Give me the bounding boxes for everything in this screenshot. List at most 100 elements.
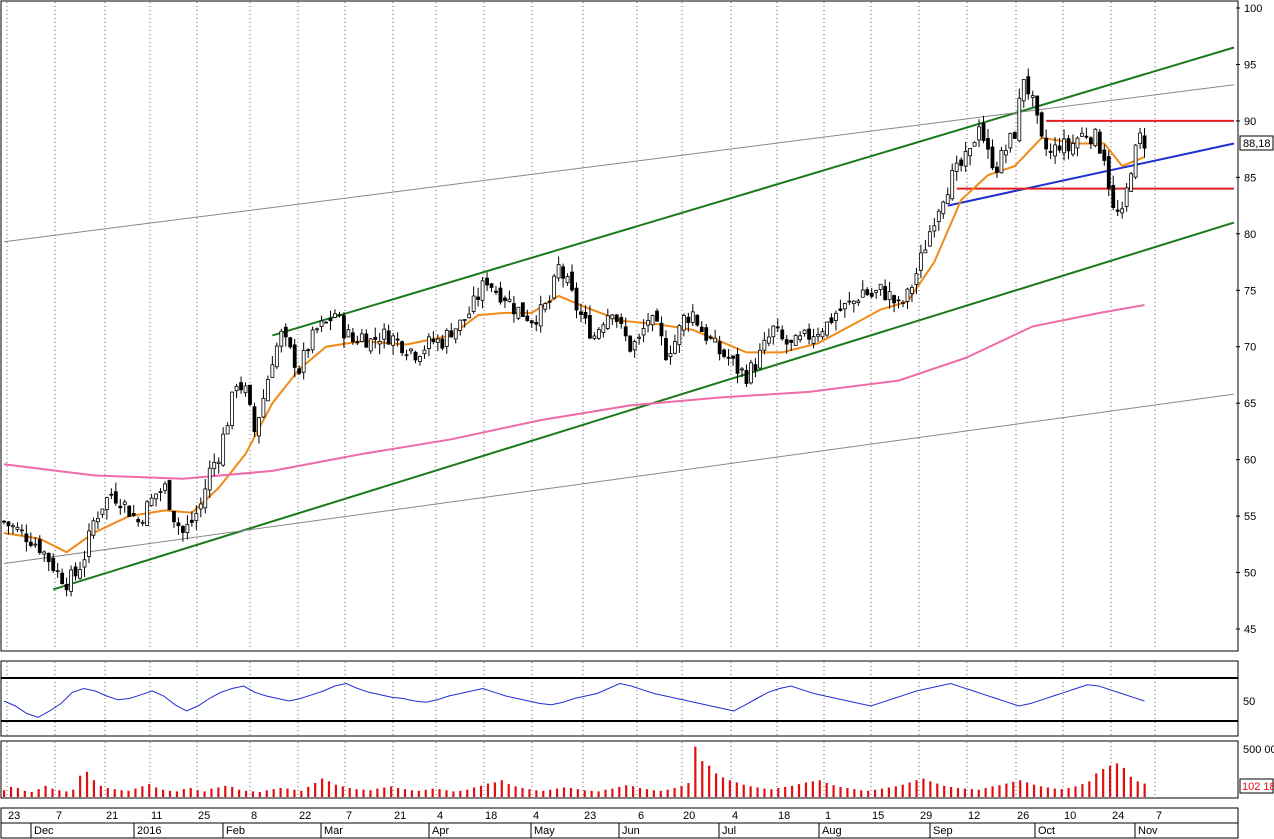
volume-bar: [334, 784, 337, 797]
candle-body: [722, 349, 727, 357]
volume-bar: [1019, 780, 1022, 797]
volume-bar: [231, 786, 234, 797]
day-label: 20: [683, 810, 695, 822]
volume-bar: [362, 789, 365, 797]
last-volume-label: 102 18: [1242, 781, 1274, 793]
candle-body: [467, 313, 472, 319]
volume-bar: [666, 789, 669, 797]
candle-body: [829, 317, 834, 324]
candle-body: [1124, 187, 1129, 207]
candle-body: [538, 304, 543, 327]
volume-bar: [583, 790, 586, 797]
volume-bar: [65, 791, 68, 797]
y-tick-label: 60: [1244, 455, 1256, 467]
candle-body: [588, 315, 592, 339]
candle-body: [901, 301, 905, 304]
candle-body: [324, 321, 328, 324]
candle-body: [51, 557, 56, 571]
volume-bar: [307, 786, 310, 797]
candle-body: [346, 329, 351, 338]
moving-average-line: [3, 304, 1145, 480]
candle-body: [825, 321, 829, 336]
candle-body: [543, 303, 548, 310]
candle-body: [328, 317, 333, 322]
volume-bar: [161, 789, 165, 797]
candle-body: [677, 325, 682, 346]
candle-body: [1026, 76, 1031, 95]
volume-bar: [632, 786, 635, 797]
candle-body: [731, 355, 735, 359]
candle-body: [1080, 132, 1084, 137]
volume-bar: [314, 783, 317, 797]
candle-body: [950, 169, 955, 200]
candle-body: [122, 501, 127, 505]
candle-body: [1003, 150, 1008, 156]
volume-bar: [1060, 789, 1063, 797]
day-label: 6: [638, 810, 644, 822]
candle-body: [140, 521, 145, 524]
candle-body: [373, 336, 378, 340]
candle-body: [847, 300, 852, 303]
volume-bar: [977, 789, 980, 797]
volume-bar: [943, 785, 946, 797]
volume-bar: [576, 789, 579, 797]
volume-bar: [286, 788, 289, 797]
day-label: 23: [584, 810, 596, 822]
candle-body: [659, 322, 664, 337]
volume-bar: [106, 788, 109, 797]
candle-body: [409, 348, 413, 352]
volume-bar: [92, 780, 96, 797]
candle-body: [306, 349, 311, 352]
candle-body: [650, 315, 655, 326]
day-label: 10: [1064, 810, 1076, 822]
volume-bar: [500, 780, 503, 797]
candle-body: [601, 324, 606, 333]
month-label: Nov: [1138, 825, 1158, 837]
candle-body: [637, 336, 642, 339]
volume-bar: [417, 790, 420, 797]
volume-bar: [569, 788, 573, 797]
candle-body: [172, 510, 176, 523]
candle-body: [936, 210, 941, 223]
candle-body: [1048, 150, 1053, 153]
candle-body: [297, 368, 302, 374]
day-label: 7: [1156, 810, 1162, 822]
candle-body: [820, 331, 825, 338]
volume-bar: [915, 780, 918, 797]
candle-body: [315, 328, 319, 331]
candle-body: [1039, 112, 1044, 137]
candle-body: [11, 525, 15, 528]
volume-bar: [956, 788, 960, 797]
volume-bar: [473, 787, 476, 797]
candle-body: [905, 288, 910, 302]
candle-body: [932, 225, 937, 232]
volume-bar: [714, 773, 718, 797]
candle-body: [686, 316, 691, 323]
candle-body: [1093, 128, 1098, 147]
volume-bar: [1115, 763, 1119, 797]
candle-body: [476, 296, 481, 300]
candle-body: [874, 290, 879, 293]
candle-body: [623, 326, 628, 337]
candle-body: [431, 338, 436, 343]
candle-body: [816, 334, 820, 337]
candle-body: [534, 321, 539, 325]
volume-bar: [611, 788, 614, 797]
candle-body: [1021, 79, 1026, 102]
candle-body: [257, 417, 261, 437]
y-tick-label: 75: [1244, 285, 1256, 297]
volume-bar: [770, 789, 773, 797]
candle-body: [350, 332, 355, 343]
month-label: Jul: [722, 825, 736, 837]
volume-bar: [127, 790, 130, 797]
y-tick-label: 50: [1244, 568, 1256, 580]
volume-bar: [860, 790, 863, 797]
candle-body: [757, 349, 762, 369]
day-label: 22: [299, 810, 311, 822]
candle-body: [959, 159, 964, 166]
volume-bar: [555, 788, 559, 797]
day-label: 15: [872, 810, 884, 822]
candle-body: [149, 497, 154, 506]
volume-bar: [825, 783, 828, 797]
candle-body: [279, 330, 284, 347]
